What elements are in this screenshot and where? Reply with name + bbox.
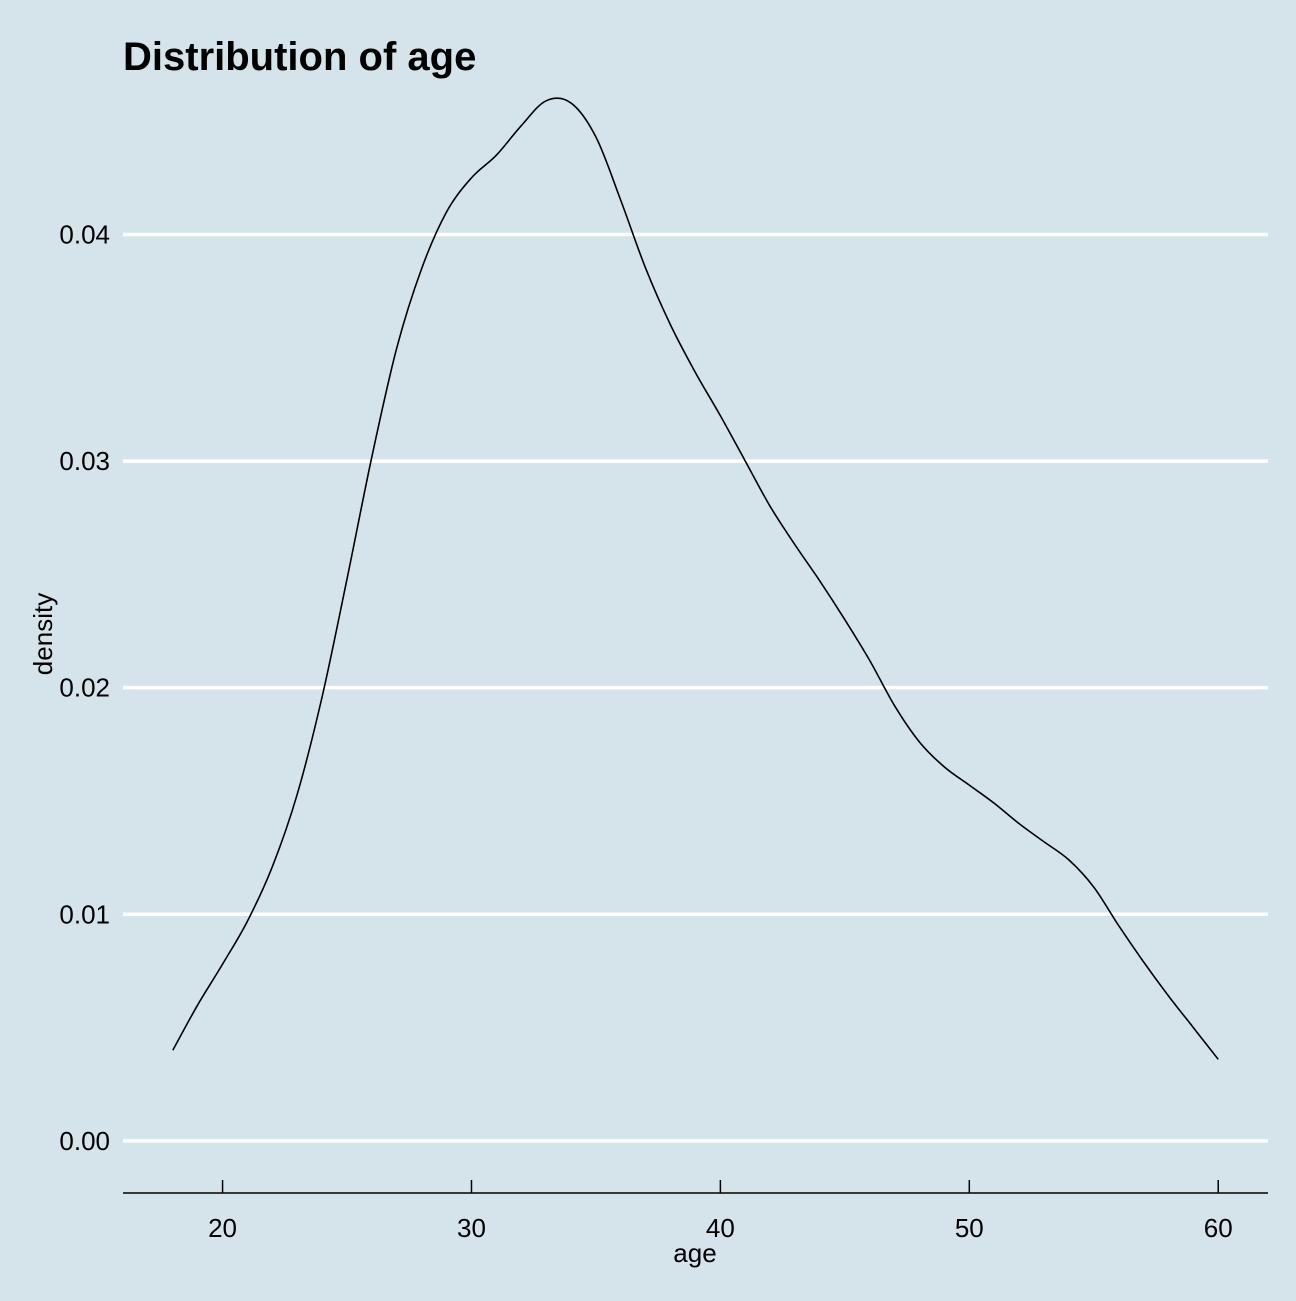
x-axis-title: age (673, 1238, 716, 1268)
density-line (172, 97, 1219, 1060)
y-tick-label: 0.01 (59, 899, 110, 929)
x-ticks: 20 30 40 50 60 (208, 1180, 1233, 1243)
y-tick-labels: 0.00 0.01 0.02 0.03 0.04 (59, 219, 110, 1155)
x-tick-label: 40 (706, 1213, 735, 1243)
y-tick-label: 0.04 (59, 219, 110, 249)
y-tick-label: 0.03 (59, 446, 110, 476)
gridlines (123, 232, 1268, 1143)
chart-title: Distribution of age (123, 35, 476, 79)
y-tick-label: 0.00 (59, 1126, 110, 1156)
x-tick-label: 20 (208, 1213, 237, 1243)
x-tick-label: 30 (457, 1213, 486, 1243)
x-tick-label: 60 (1204, 1213, 1233, 1243)
y-axis-title: density (28, 593, 58, 675)
y-tick-label: 0.02 (59, 673, 110, 703)
x-tick-label: 50 (955, 1213, 984, 1243)
